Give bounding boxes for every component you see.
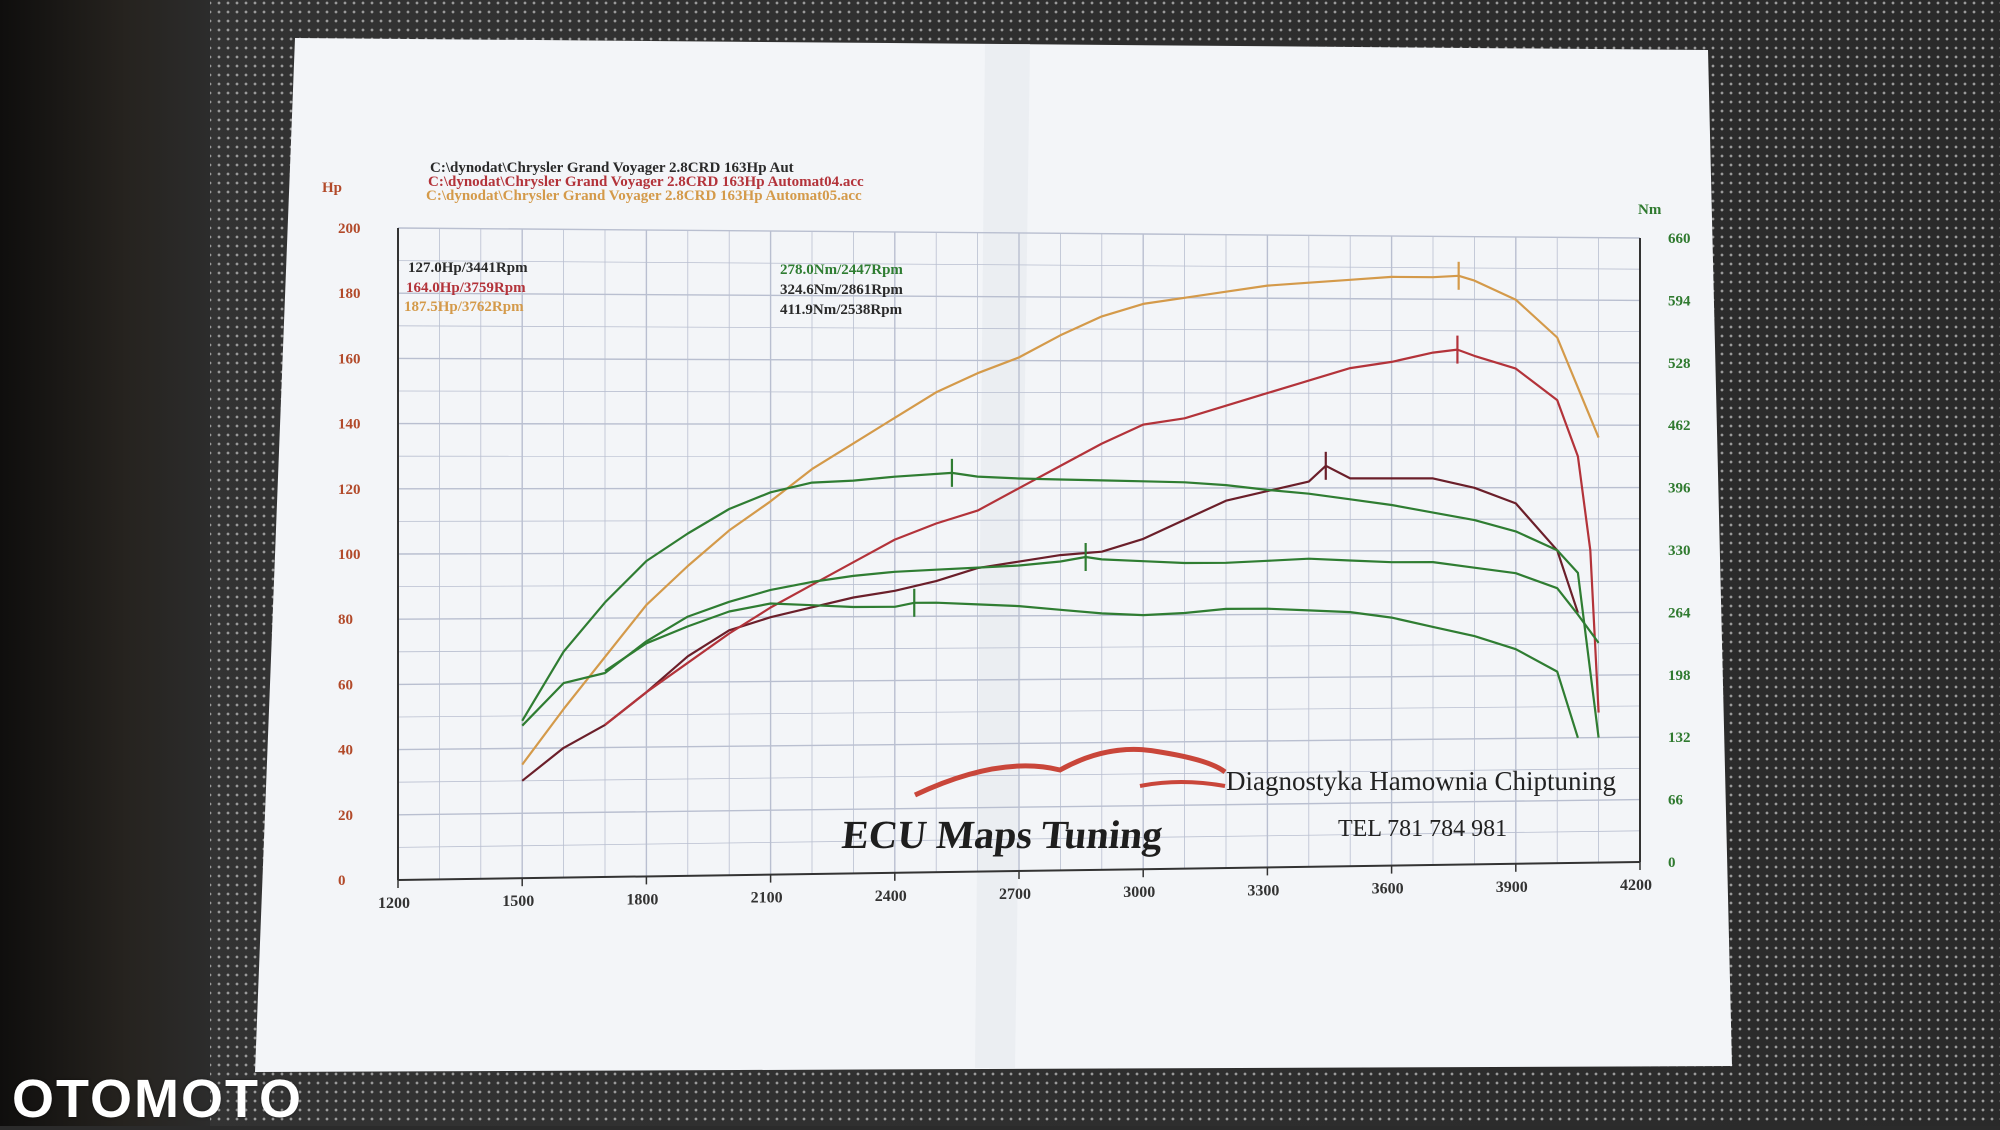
hp-axis-unit: Hp — [322, 180, 342, 196]
nm-axis-unit: Nm — [1638, 202, 1662, 218]
nm-tick-label: 396 — [1668, 481, 1691, 497]
torque-peak-label-run1: 278.0Nm/2447Rpm — [780, 262, 903, 278]
hp-tick-label: 120 — [338, 482, 361, 498]
torque-peak-label-run3: 411.9Nm/2538Rpm — [780, 302, 903, 318]
rpm-tick-label: 3900 — [1496, 879, 1528, 896]
rpm-tick-label: 3600 — [1372, 881, 1404, 898]
rpm-tick-label: 1500 — [502, 893, 534, 910]
otomoto-watermark: OTOMOTO — [12, 1068, 303, 1130]
rpm-tick-label: 1200 — [378, 895, 410, 912]
torque-peak-label-run2: 324.6Nm/2861Rpm — [780, 282, 903, 298]
rpm-tick-label: 1800 — [626, 891, 658, 908]
file-name-run3: C:\dynodat\Chrysler Grand Voyager 2.8CRD… — [426, 188, 862, 204]
logo-tagline: Diagnostyka Hamownia Chiptuning — [1226, 766, 1616, 796]
hp-tick-label: 0 — [338, 873, 346, 889]
nm-tick-label: 660 — [1668, 231, 1691, 247]
hp-tick-label: 100 — [338, 547, 361, 563]
power-peak-label-run2: 164.0Hp/3759Rpm — [406, 280, 526, 296]
hp-tick-label: 60 — [338, 677, 353, 693]
contact-phone: TEL 781 784 981 — [1338, 816, 1507, 842]
hp-tick-label: 80 — [338, 612, 353, 628]
nm-tick-label: 198 — [1668, 668, 1691, 684]
rpm-tick-label: 2100 — [751, 890, 783, 907]
nm-tick-label: 264 — [1668, 605, 1691, 621]
hp-tick-label: 40 — [338, 743, 353, 759]
rpm-tick-label: 3000 — [1123, 884, 1155, 901]
rpm-tick-label: 2700 — [999, 886, 1031, 903]
nm-tick-label: 66 — [1668, 793, 1684, 809]
hp-tick-label: 140 — [338, 417, 361, 433]
nm-tick-label: 462 — [1668, 418, 1691, 434]
nm-tick-label: 528 — [1668, 356, 1691, 372]
nm-tick-label: 0 — [1668, 855, 1676, 871]
hp-tick-label: 20 — [338, 808, 353, 824]
rpm-tick-label: 2400 — [875, 888, 907, 905]
logo-name: ECU Maps Tuning — [840, 812, 1165, 857]
rpm-tick-label: 4200 — [1620, 877, 1652, 894]
nm-tick-label: 594 — [1668, 293, 1691, 309]
rpm-tick-label: 3300 — [1247, 882, 1279, 899]
nm-tick-label: 132 — [1668, 730, 1691, 746]
nm-tick-label: 330 — [1668, 543, 1691, 559]
power-peak-label-run1: 127.0Hp/3441Rpm — [408, 260, 528, 276]
hp-tick-label: 180 — [338, 286, 361, 302]
hp-tick-label: 200 — [338, 221, 361, 237]
hp-tick-label: 160 — [338, 351, 361, 367]
power-peak-label-run3: 187.5Hp/3762Rpm — [404, 299, 524, 315]
